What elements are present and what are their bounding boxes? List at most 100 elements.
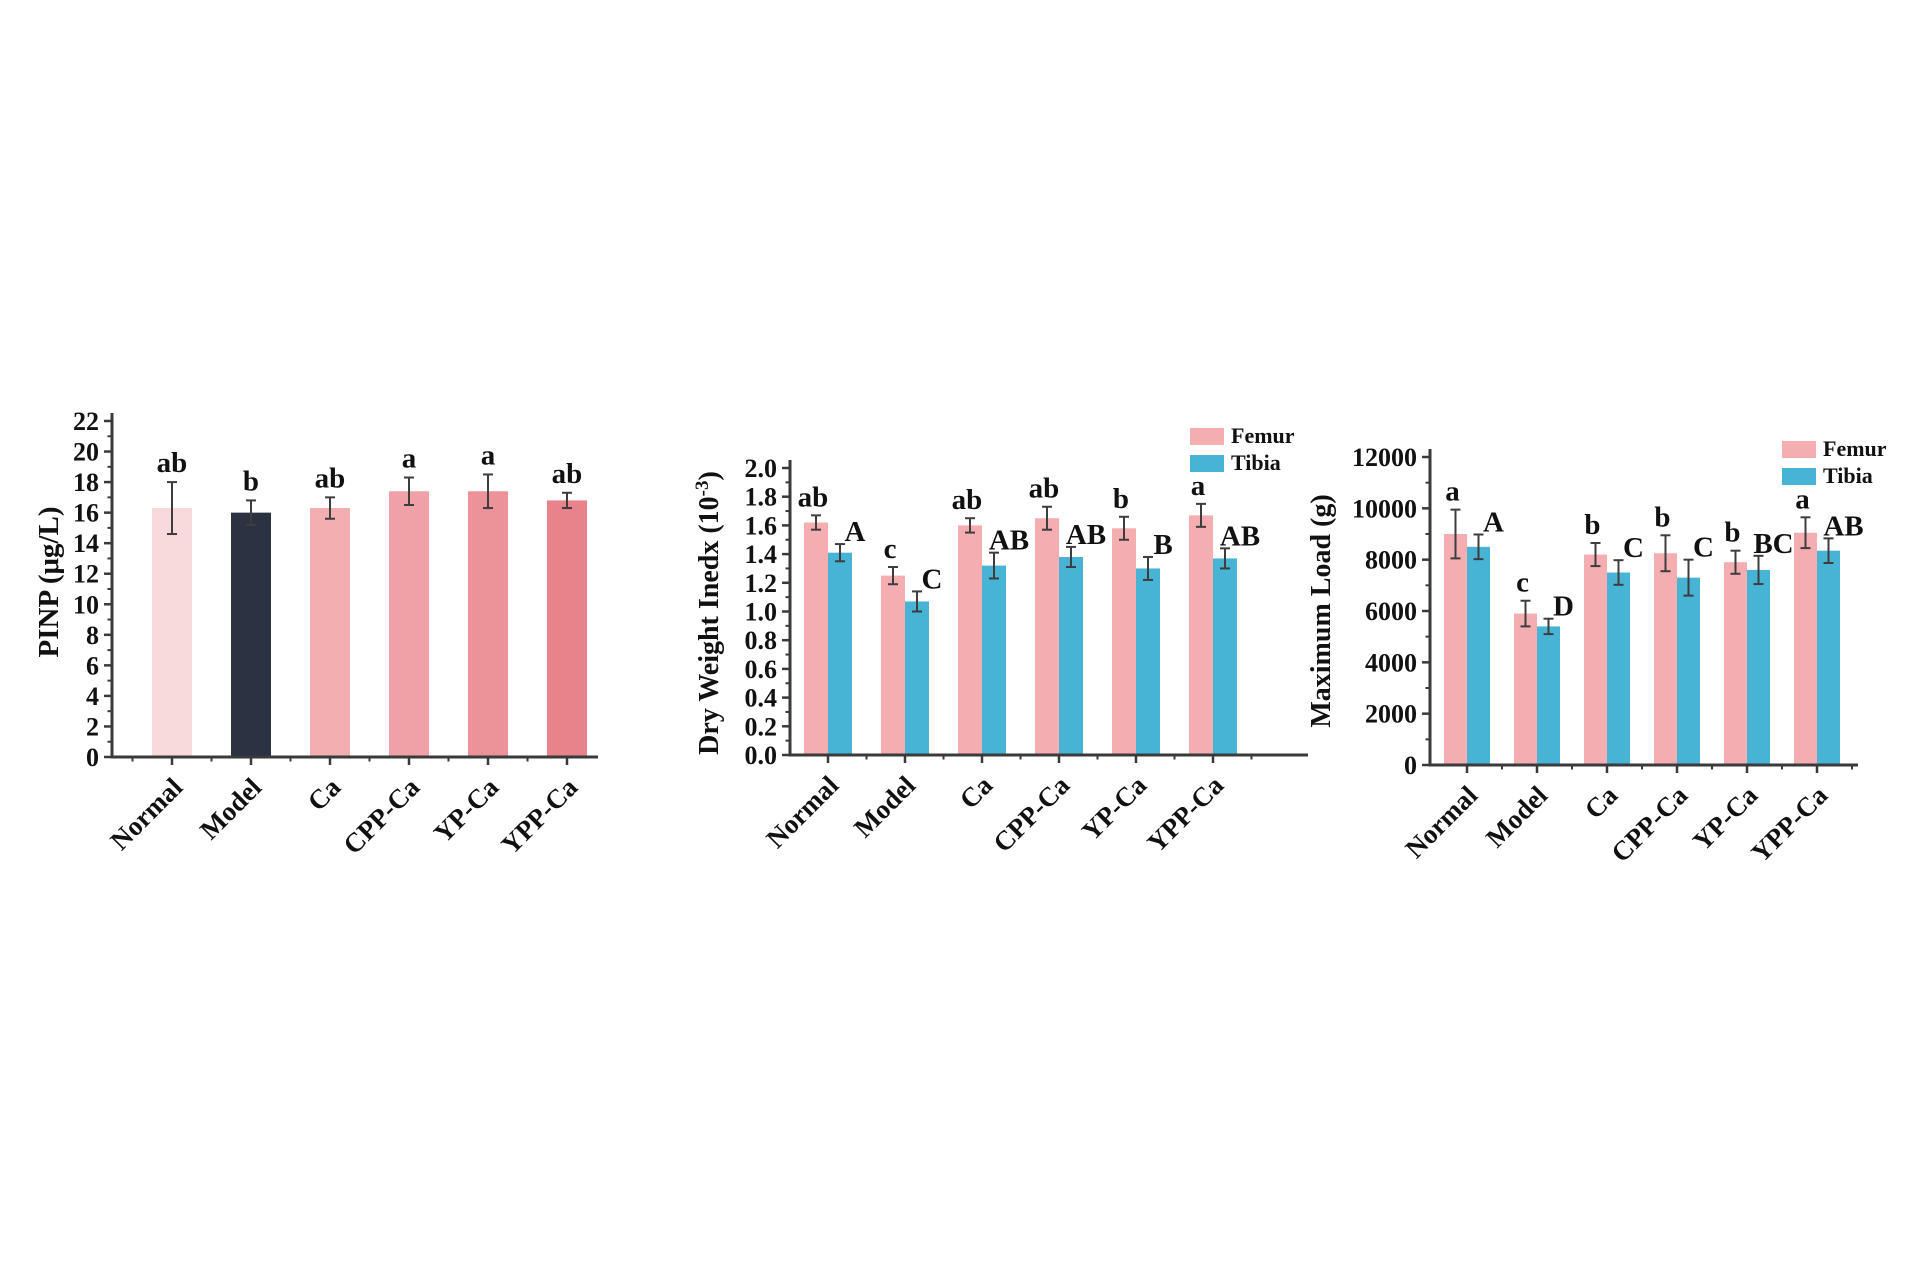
legend-swatch-femur [1782,441,1816,458]
x-category-label: CPP-Ca [1605,780,1693,868]
y-tick-label: 1.2 [745,569,778,598]
sig-letter: ab [315,462,346,494]
x-category-label: Ca [302,772,347,817]
y-tick-label: 10 [73,590,99,619]
sig-letter: AB [1823,510,1863,542]
error-bars [811,502,1230,613]
x-category-label: YP-Ca [428,772,505,849]
bar-femur-normal [1444,534,1467,765]
sig-letter: c [1516,567,1529,599]
y-tick-label: 20 [73,438,99,467]
bar-femur-model [1514,613,1537,765]
y-axis-label: Maximum Load (g) [1306,494,1337,727]
sig-letter: ab [952,484,983,516]
y-tick-label: 0.2 [745,712,778,741]
bar-femur-model [881,575,905,755]
y-tick-label: 4 [86,682,99,711]
legend-label-femur: Femur [1823,436,1887,461]
sig-letter: C [922,563,943,595]
bar-femur-normal [804,522,828,755]
bar-tibia-ca [982,565,1006,755]
x-category-label: Model [194,772,268,846]
legend-swatch-tibia [1782,468,1816,485]
bar-tibia-ypp-ca [1817,550,1840,765]
sig-letter: a [402,443,417,475]
axes [1428,449,1858,767]
axes [110,413,598,759]
bar-pinp-ca [310,508,350,757]
axes [788,460,1308,757]
y-tick-label: 0 [1404,751,1417,780]
y-tick-label: 16 [73,499,99,528]
bar-pinp-normal [152,508,192,757]
x-category-label: Normal [1399,780,1483,864]
significance-letters: ab c ab ab b a A C AB AB B AB [798,470,1260,596]
bars [152,491,587,757]
sig-letter: c [884,533,897,565]
sig-letter: AB [989,525,1029,557]
legend-label-femur: Femur [1231,423,1295,448]
sig-letter: ab [552,458,583,490]
sig-letter: C [1693,532,1714,564]
x-category-label: YPP-Ca [495,772,583,860]
bar-tibia-cpp-ca [1677,577,1700,765]
y-tick-label: 0.4 [745,684,778,713]
bar-tibia-model [905,601,929,755]
x-category-label: YP-Ca [1076,770,1153,847]
y-ticks: 0.00.20.40.60.81.01.21.41.61.82.0 [745,454,790,770]
sig-letter: D [1553,591,1574,623]
y-tick-label: 22 [73,407,99,436]
sig-letter: A [1483,507,1504,539]
y-tick-label: 10000 [1352,494,1417,523]
bar-tibia-yp-ca [1747,569,1770,765]
bar-femur-ca [1584,554,1607,765]
y-tick-label: 0.8 [745,626,778,655]
error-bars [1450,508,1834,636]
y-tick-label: 0.0 [745,741,778,770]
sig-letter: a [1445,476,1460,508]
y-tick-label: 1.4 [745,540,778,569]
x-category-label: CPP-Ca [987,770,1075,858]
sig-letter: a [1795,483,1810,515]
bar-femur-ca [958,525,982,755]
y-tick-label: 6 [86,651,99,680]
sig-letter: b [1654,501,1670,533]
sig-letter: AB [1066,519,1106,551]
x-category-label: Normal [104,772,188,856]
sig-letter: a [481,439,496,471]
bar-tibia-cpp-ca [1059,556,1083,755]
bar-pinp-cpp-ca [389,491,429,757]
y-tick-label: 14 [73,529,99,558]
y-tick-label: 1.0 [745,598,778,627]
bar-tibia-ypp-ca [1213,558,1237,755]
sig-letter: b [1584,509,1600,541]
y-tick-label: 2000 [1365,700,1417,729]
x-category-label: YPP-Ca [1141,770,1229,858]
x-category-label: Model [1480,780,1554,854]
y-tick-label: 8000 [1365,546,1417,575]
sig-letter: A [845,516,866,548]
sig-letter: ab [1029,473,1060,505]
bar-pinp-yp-ca [468,491,508,757]
x-category-label: Ca [1579,780,1624,825]
sig-letter: BC [1753,528,1793,560]
x-category-label: CPP-Ca [337,772,425,860]
sig-letter: AB [1220,520,1260,552]
y-tick-label: 18 [73,468,99,497]
bar-femur-cpp-ca [1035,518,1059,755]
sig-letter: ab [798,481,829,513]
bars [804,515,1237,755]
sig-letter: a [1191,470,1206,502]
y-tick-label: 4000 [1365,648,1417,677]
sig-letter: b [1724,517,1740,549]
sig-letter: C [1623,532,1644,564]
y-tick-label: 12000 [1352,443,1417,472]
bar-tibia-normal [828,552,852,755]
